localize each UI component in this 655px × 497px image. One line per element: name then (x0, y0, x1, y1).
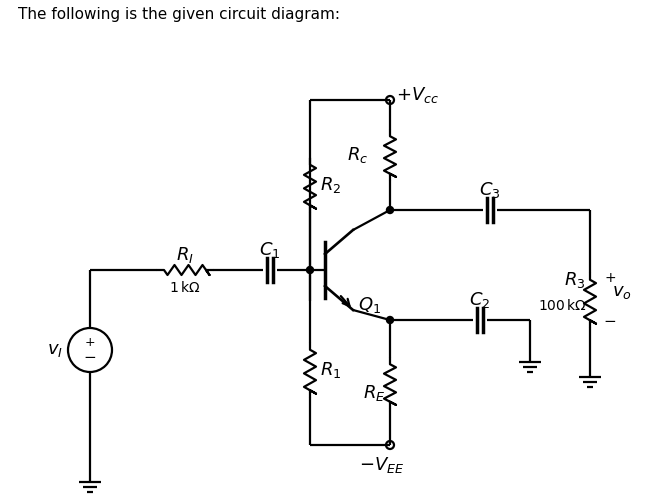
Text: $-V_{EE}$: $-V_{EE}$ (360, 455, 405, 475)
Text: $100\,\mathrm{k}\Omega$: $100\,\mathrm{k}\Omega$ (538, 298, 586, 313)
Text: $1\,\mathrm{k}\Omega$: $1\,\mathrm{k}\Omega$ (170, 280, 200, 296)
Text: $C_1$: $C_1$ (259, 240, 281, 260)
Text: +: + (604, 271, 616, 285)
Circle shape (386, 206, 394, 214)
Text: $R_c$: $R_c$ (346, 145, 368, 165)
Text: The following is the given circuit diagram:: The following is the given circuit diagr… (18, 7, 340, 22)
Text: −: − (604, 315, 616, 330)
Text: $v_I$: $v_I$ (47, 341, 63, 359)
Text: $R_2$: $R_2$ (320, 175, 341, 195)
Circle shape (307, 266, 314, 273)
Text: $Q_1$: $Q_1$ (358, 295, 381, 315)
Circle shape (386, 317, 394, 324)
Text: $C_2$: $C_2$ (470, 290, 491, 310)
Text: $+V_{cc}$: $+V_{cc}$ (396, 85, 439, 105)
Text: $R_I$: $R_I$ (176, 245, 194, 265)
Text: $C_3$: $C_3$ (479, 180, 501, 200)
Text: $v_o$: $v_o$ (612, 283, 632, 301)
Text: $R_3$: $R_3$ (563, 270, 585, 290)
Text: −: − (84, 350, 96, 365)
Text: $R_1$: $R_1$ (320, 360, 341, 380)
Text: +: + (84, 335, 96, 348)
Text: $R_E$: $R_E$ (362, 383, 385, 403)
